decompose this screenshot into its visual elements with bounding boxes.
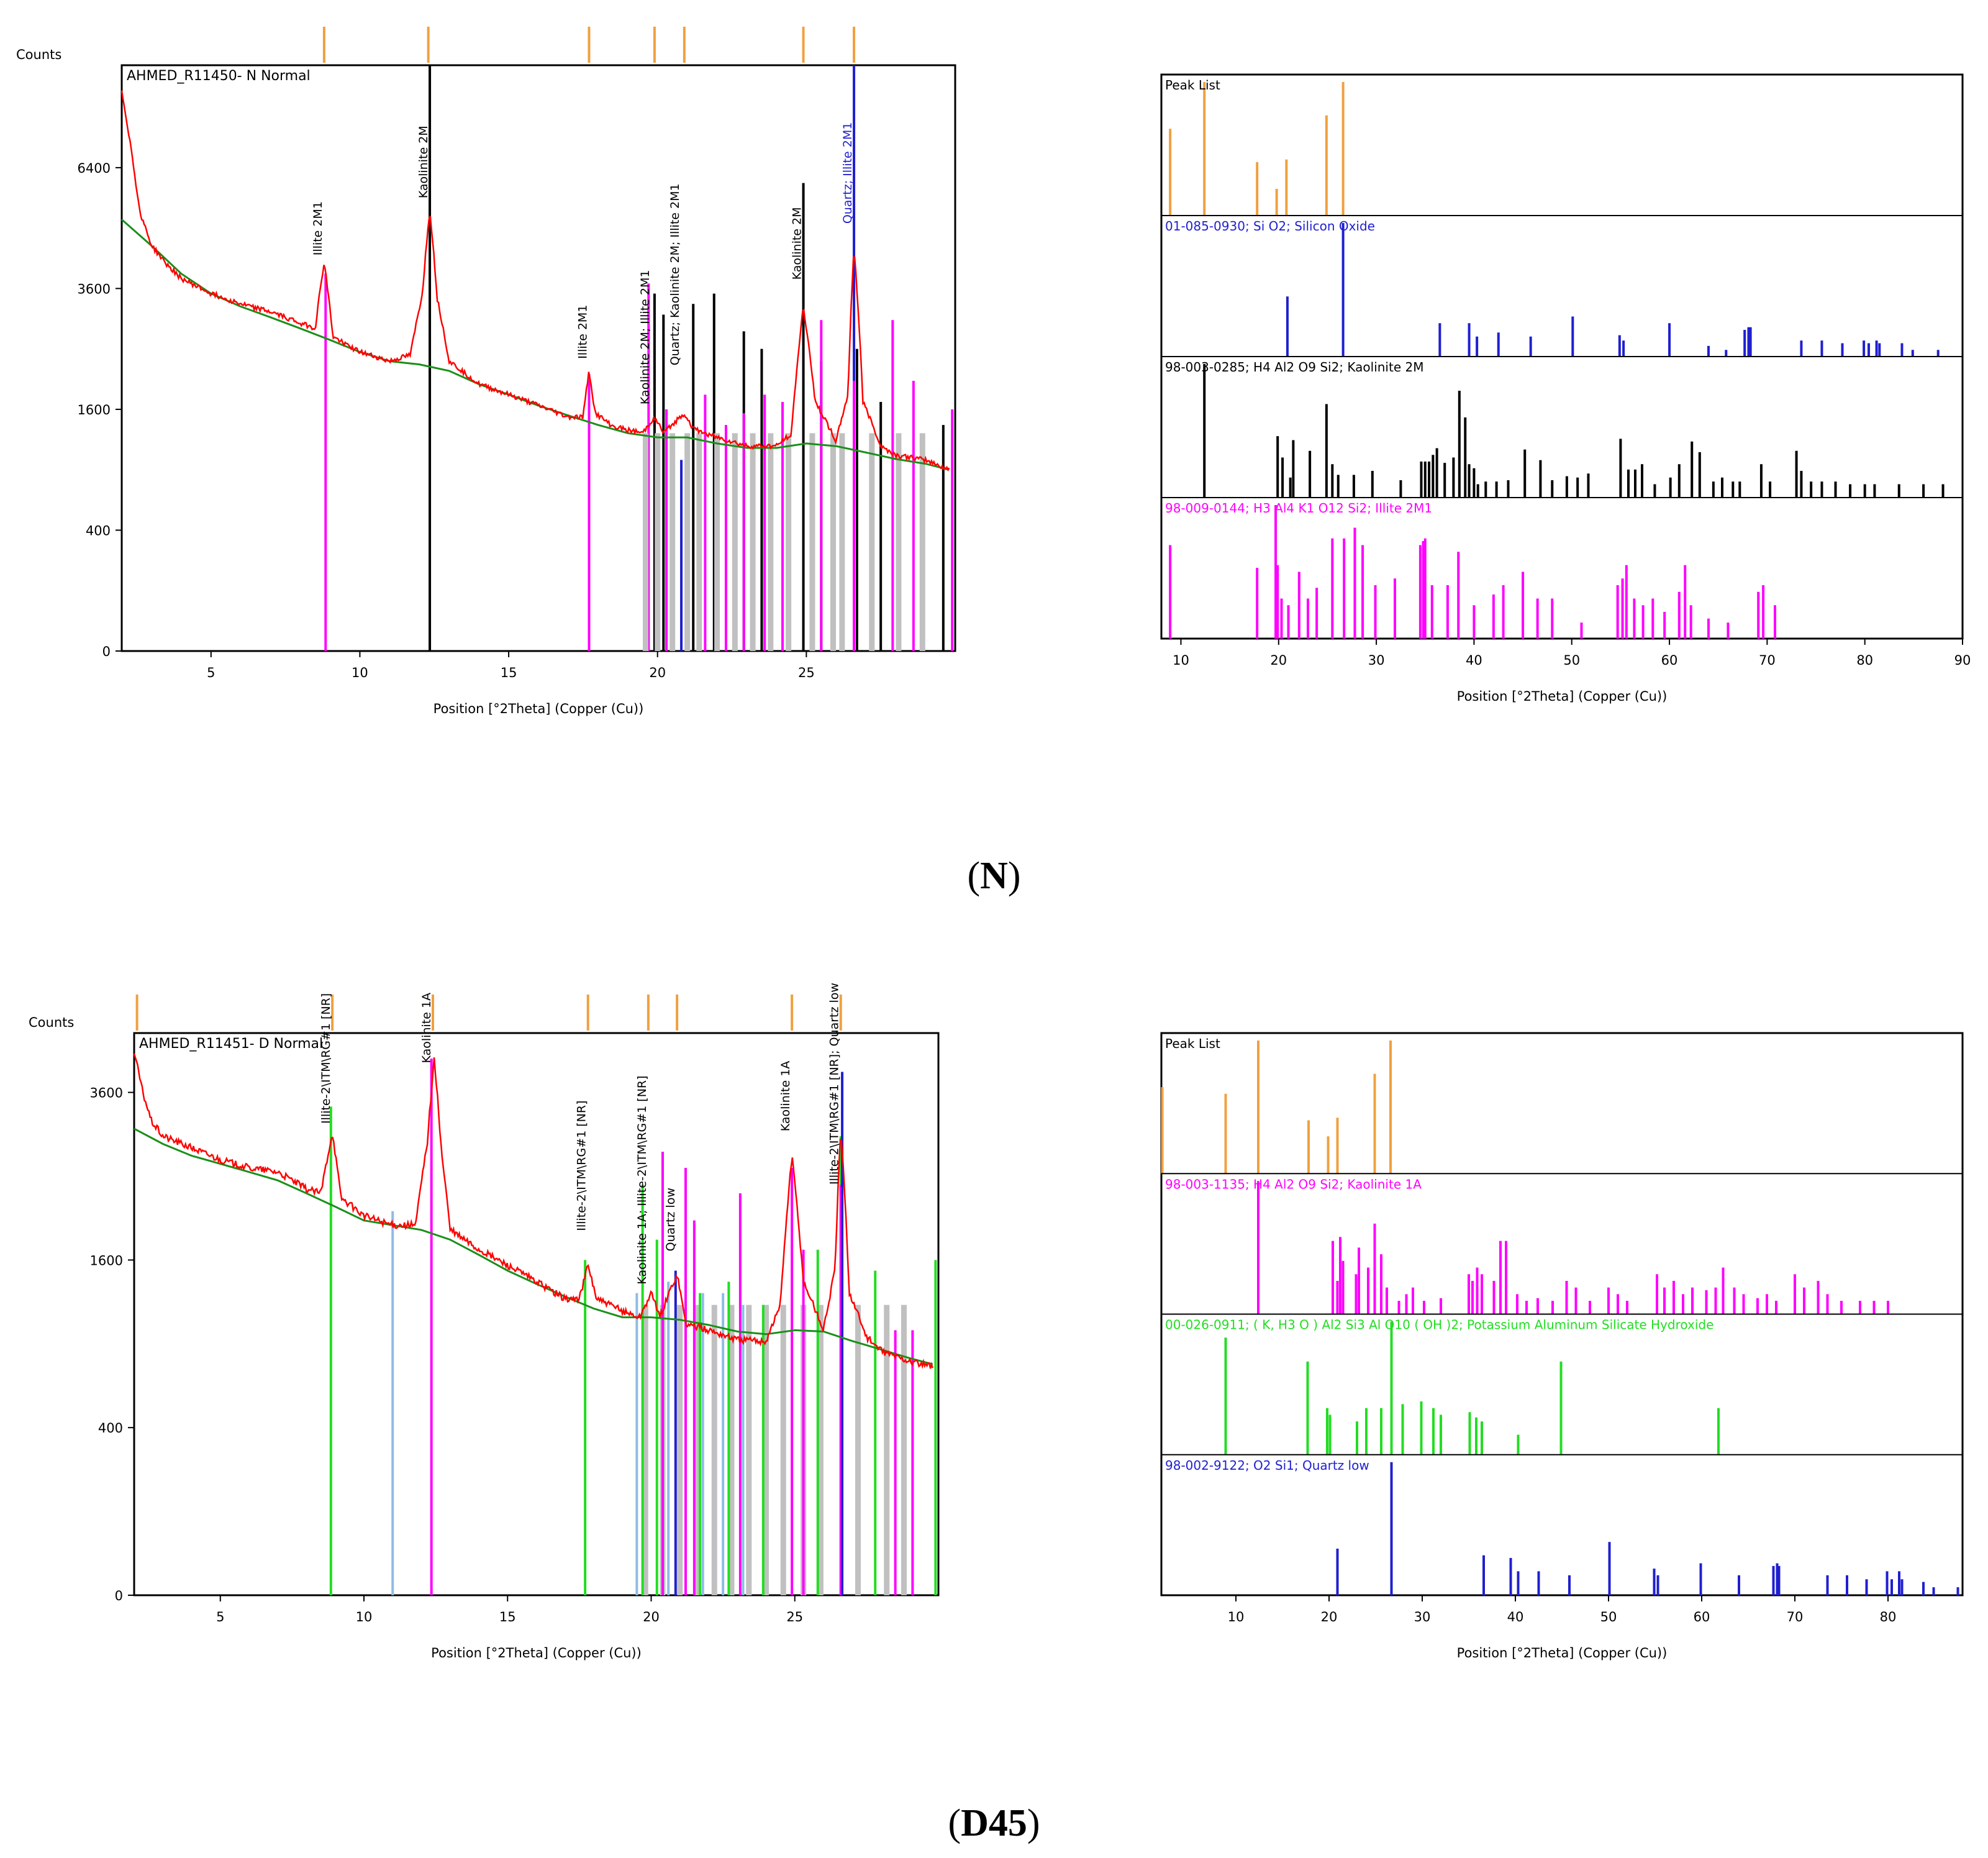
n-reference-xtick-label-1: 20 <box>1270 653 1287 668</box>
d45-pattern-ylabel: Counts <box>29 1015 74 1030</box>
n-reference-xtick-label-4: 50 <box>1563 653 1580 668</box>
d45-pattern-peak-label-1: Kaolinite 1A <box>420 993 433 1063</box>
n-pattern-peak-label-3: Kaolinite 2M; Illite 2M1 <box>638 270 652 405</box>
d45-pattern-peak-label-2: Illite-2\ITM\RG#1 [NR] <box>575 1100 589 1231</box>
d45-reference-xtick-label-3: 40 <box>1507 1610 1524 1624</box>
d45-reference-panel-1-label: 98-003-1135; H4 Al2 O9 Si2; Kaolinite 1A <box>1165 1177 1422 1191</box>
n-pattern-xlabel: Position [°2Theta] (Copper (Cu)) <box>433 701 644 716</box>
d45-reference-xlabel: Position [°2Theta] (Copper (Cu)) <box>1457 1646 1668 1660</box>
n-pattern-xtick-label-2: 15 <box>501 665 517 680</box>
d45-reference-panel-3-label: 98-002-9122; O2 Si1; Quartz low <box>1165 1458 1369 1473</box>
d45-pattern-title: AHMED_R11451- D Normal <box>139 1036 323 1052</box>
d45-pattern-peak-label-5: Kaolinite 1A <box>779 1061 792 1132</box>
d45-pattern-xtick-label-0: 5 <box>216 1610 224 1624</box>
d45-reference-xtick-label-1: 20 <box>1321 1610 1338 1624</box>
n-reference-panel-2-label: 98-003-0285; H4 Al2 O9 Si2; Kaolinite 2M <box>1165 360 1423 375</box>
n-reference-panel-0-label: Peak List <box>1165 78 1220 93</box>
n-pattern-xtick-label-4: 25 <box>798 665 815 680</box>
d45-pattern-peak-label-6: Illite-2\ITM\RG#1 [NR]; Quartz low <box>828 983 842 1185</box>
d45-pattern-ytick-label-0: 0 <box>115 1588 123 1603</box>
d45-reference-xtick-label-4: 50 <box>1600 1610 1617 1624</box>
n-pattern-xtick-label-0: 5 <box>207 665 215 680</box>
n-pattern-measured-curve <box>120 90 950 471</box>
n-reference-panel-1-label: 01-085-0930; Si O2; Silicon Oxide <box>1165 219 1375 234</box>
n-pattern-peak-label-4: Quartz; Kaolinite 2M; Illite 2M1 <box>668 183 682 365</box>
n-reference-xtick-label-3: 40 <box>1466 653 1482 668</box>
n-pattern-ytick-label-2: 1600 <box>78 403 111 417</box>
d45-reference-panel-2-label: 00-026-0911; ( K, H3 O ) Al2 Si3 Al O10 … <box>1165 1318 1713 1332</box>
d45-reference-xtick-label-6: 70 <box>1787 1610 1804 1624</box>
n-pattern-peak-label-6: Quartz; Illite 2M1 <box>841 122 855 224</box>
n-reference-panel-3-label: 98-009-0144; H3 Al4 K1 O12 Si2; Illite 2… <box>1165 501 1432 516</box>
d45-reference-xtick-label-7: 80 <box>1880 1610 1897 1624</box>
n-pattern-peak-label-2: Illite 2M1 <box>576 305 589 359</box>
n-pattern-ytick-label-3: 3600 <box>78 281 111 296</box>
d45-pattern-xlabel: Position [°2Theta] (Copper (Cu)) <box>431 1646 642 1660</box>
caption-n: (N) <box>967 855 1021 897</box>
n-pattern-xtick-label-3: 20 <box>649 665 666 680</box>
d45-pattern-ytick-label-1: 400 <box>98 1421 123 1436</box>
d45-pattern-measured-curve <box>133 1053 933 1369</box>
n-reference-xtick-label-2: 30 <box>1368 653 1385 668</box>
d45-reference-xtick-label-5: 60 <box>1694 1610 1710 1624</box>
d45-pattern-peak-label-3: Kaolinite 1A; Illite-2\ITM\RG#1 [NR] <box>635 1075 649 1284</box>
n-pattern-ytick-label-1: 400 <box>86 523 111 538</box>
d45-pattern-xtick-label-4: 25 <box>786 1610 803 1624</box>
d45-reference-panel-0-label: Peak List <box>1165 1036 1220 1051</box>
n-pattern-peak-label-0: Illite 2M1 <box>311 201 325 255</box>
n-reference-xtick-label-7: 80 <box>1856 653 1873 668</box>
n-pattern-ylabel: Counts <box>16 47 61 62</box>
n-pattern-ytick-label-4: 6400 <box>78 161 111 176</box>
d45-pattern-ytick-label-3: 3600 <box>90 1086 123 1101</box>
caption-n-text: N <box>980 855 1008 897</box>
d45-pattern-xtick-label-3: 20 <box>643 1610 660 1624</box>
n-pattern-title: AHMED_R11450- N Normal <box>127 68 311 84</box>
caption-d45: (D45) <box>948 1802 1040 1844</box>
d45-pattern-ytick-label-2: 1600 <box>90 1253 123 1268</box>
d45-pattern-peak-label-4: Quartz low <box>664 1188 678 1251</box>
n-pattern-plot-frame <box>120 64 956 652</box>
d45-pattern-xtick-label-1: 10 <box>356 1610 373 1624</box>
n-pattern-peak-label-5: Kaolinite 2M <box>791 207 804 280</box>
caption-d45-text: D45 <box>961 1802 1027 1844</box>
n-pattern-ytick-label-0: 0 <box>102 644 111 659</box>
n-pattern-xtick-label-1: 10 <box>352 665 368 680</box>
n-reference-xtick-label-0: 10 <box>1173 653 1189 668</box>
n-reference-xtick-label-5: 60 <box>1661 653 1678 668</box>
n-reference-xtick-label-6: 70 <box>1759 653 1776 668</box>
d45-pattern-peak-label-0: Illite-2\ITM\RG#1 [NR] <box>319 993 333 1124</box>
d45-pattern-xtick-label-2: 15 <box>499 1610 516 1624</box>
d45-reference-xtick-label-2: 30 <box>1414 1610 1431 1624</box>
n-reference-xtick-label-8: 90 <box>1954 653 1971 668</box>
d45-reference-xtick-label-0: 10 <box>1228 1610 1245 1624</box>
n-reference-xlabel: Position [°2Theta] (Copper (Cu)) <box>1457 689 1668 704</box>
n-pattern-peak-label-1: Kaolinite 2M <box>417 125 430 198</box>
